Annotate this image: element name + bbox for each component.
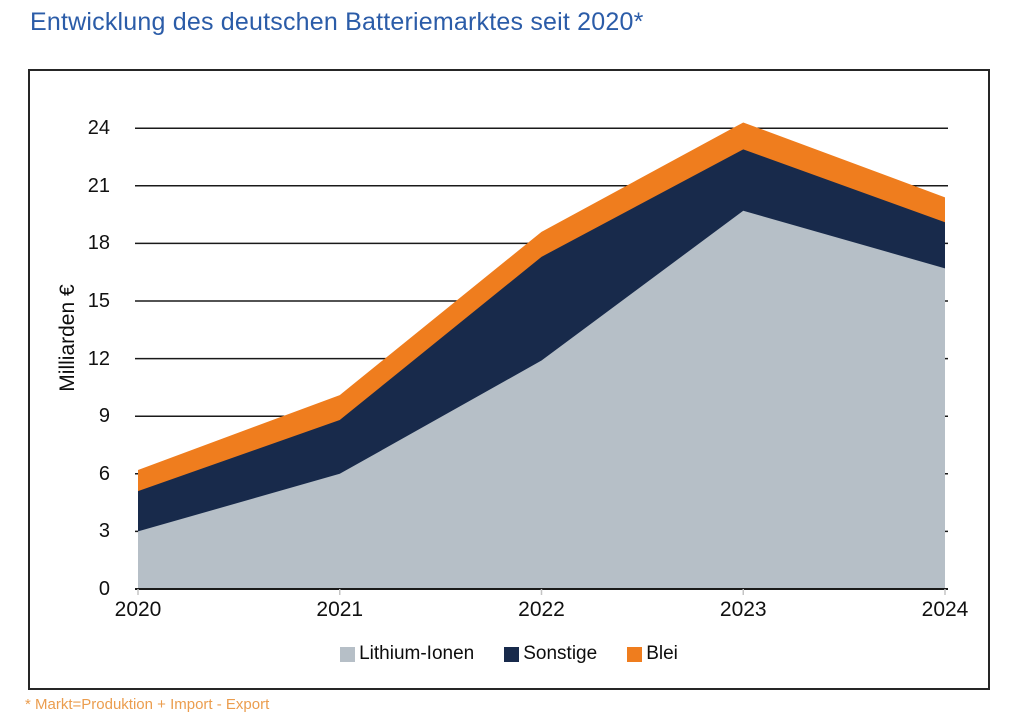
y-tick-label-15: 15 xyxy=(87,290,110,312)
legend: Lithium-Ionen Sonstige Blei xyxy=(30,643,988,665)
legend-swatch-icon xyxy=(504,646,520,662)
x-tick-label-2020: 2020 xyxy=(114,598,162,621)
y-tick-label-9: 9 xyxy=(98,405,110,428)
page-title: Entwicklung des deutschen Batteriemarkte… xyxy=(30,8,644,36)
y-axis-title: Milliarden € xyxy=(56,284,79,392)
footnote: * Markt=Produktion + Import - Export xyxy=(25,696,270,713)
x-tick-label-2023: 2023 xyxy=(719,598,767,621)
y-tick-label-0: 0 xyxy=(98,578,110,600)
chart-container: Milliarden € 0 3 6 9 12 15 18 21 24 2020 2021 2022… xyxy=(28,69,990,690)
y-tick-label-3: 3 xyxy=(98,520,110,543)
legend-item-sonstige: Sonstige xyxy=(504,643,597,665)
x-tick-label-2021: 2021 xyxy=(316,598,364,621)
y-tick-label-18: 18 xyxy=(87,232,110,255)
y-tick-label-21: 21 xyxy=(87,174,110,197)
legend-swatch-icon xyxy=(627,646,643,662)
legend-label: Lithium-Ionen xyxy=(359,643,475,664)
legend-item-blei: Blei xyxy=(627,643,678,665)
y-tick-label-24: 24 xyxy=(87,117,110,140)
stacked-area-plot xyxy=(135,122,948,595)
area-lithium-ionen xyxy=(138,210,945,589)
x-tick-label-2022: 2022 xyxy=(518,598,565,621)
legend-label: Blei xyxy=(646,643,678,664)
legend-label: Sonstige xyxy=(523,643,598,664)
x-tick-label-2024: 2024 xyxy=(921,598,969,621)
y-tick-label-6: 6 xyxy=(98,462,110,485)
legend-swatch-icon xyxy=(340,646,356,662)
legend-item-lithium-ionen: Lithium-Ionen xyxy=(340,643,474,665)
y-tick-label-12: 12 xyxy=(87,347,110,370)
